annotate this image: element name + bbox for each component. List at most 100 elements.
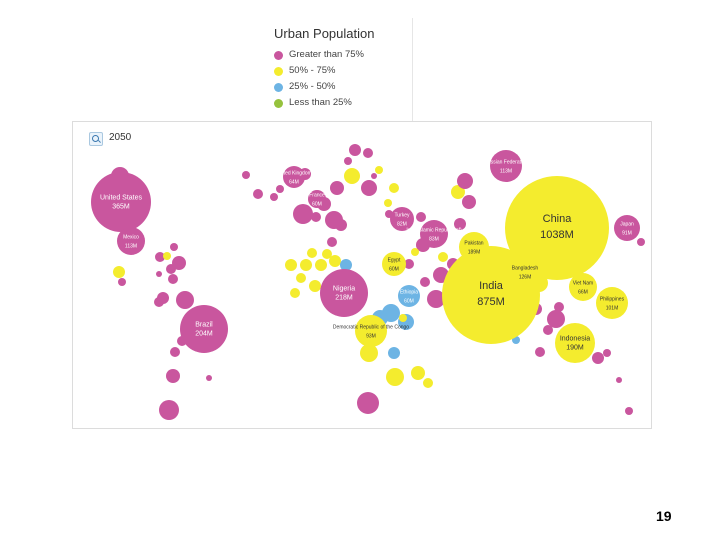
bubble-democratic-republic-of-the-congo[interactable] — [355, 315, 387, 347]
bubble-mexico[interactable] — [117, 227, 145, 255]
country-bubble[interactable] — [309, 280, 321, 292]
label-bangladesh-value: 126M — [519, 275, 532, 281]
country-bubble[interactable] — [547, 310, 565, 328]
bubble-indonesia[interactable] — [555, 323, 595, 363]
bubble-china[interactable] — [505, 176, 609, 280]
country-bubble[interactable] — [113, 266, 125, 278]
country-bubble[interactable] — [118, 278, 126, 286]
country-bubble[interactable] — [386, 368, 404, 386]
country-bubble[interactable] — [535, 347, 545, 357]
country-bubble[interactable] — [285, 259, 297, 271]
country-bubble[interactable] — [296, 273, 306, 283]
country-bubble[interactable] — [462, 195, 476, 209]
country-bubble[interactable] — [330, 181, 344, 195]
legend-label: Less than 25% — [289, 97, 352, 108]
country-bubble[interactable] — [375, 166, 383, 174]
country-bubble[interactable] — [159, 400, 179, 420]
country-bubble[interactable] — [371, 173, 377, 179]
country-bubble[interactable] — [423, 378, 433, 388]
bubble-philippines[interactable] — [596, 287, 628, 319]
label-philippines-name: Philippines — [600, 297, 625, 303]
country-bubble[interactable] — [322, 249, 332, 259]
country-bubble[interactable] — [357, 392, 379, 414]
legend-swatch — [274, 51, 283, 60]
country-bubble[interactable] — [592, 352, 604, 364]
country-bubble[interactable] — [307, 248, 317, 258]
bubble-united-states[interactable] — [91, 172, 151, 232]
country-bubble[interactable] — [163, 252, 171, 260]
country-bubble[interactable] — [166, 369, 180, 383]
country-bubble[interactable] — [616, 377, 622, 383]
bubble-brazil[interactable] — [180, 305, 228, 353]
country-bubble[interactable] — [427, 290, 445, 308]
bubble-bangladesh[interactable] — [509, 256, 541, 288]
year-label: 2050 — [109, 132, 132, 143]
country-bubble[interactable] — [176, 291, 194, 309]
bubble-ethiopia[interactable] — [398, 285, 420, 307]
country-bubble[interactable] — [311, 212, 321, 222]
bubble-france[interactable] — [308, 190, 326, 208]
country-bubble[interactable] — [168, 274, 178, 284]
country-bubble[interactable] — [438, 252, 448, 262]
country-bubble[interactable] — [327, 237, 337, 247]
bubble-japan[interactable] — [614, 215, 640, 241]
country-bubble[interactable] — [411, 248, 419, 256]
country-bubble[interactable] — [543, 325, 553, 335]
country-bubble[interactable] — [242, 171, 250, 179]
bubble-turkey[interactable] — [390, 207, 414, 231]
bubble-nigeria[interactable] — [320, 269, 368, 317]
label-philippines-value: 101M — [606, 306, 619, 312]
country-bubble[interactable] — [290, 288, 300, 298]
label-japan-name: Japan — [620, 222, 634, 228]
country-bubble[interactable] — [363, 148, 373, 158]
country-bubble[interactable] — [411, 366, 425, 380]
country-bubble[interactable] — [454, 218, 466, 230]
zoom-icon[interactable] — [89, 132, 103, 146]
label-viet-nam-name: Viet Nam — [573, 281, 593, 287]
country-bubble[interactable] — [344, 168, 360, 184]
country-bubble[interactable] — [451, 185, 465, 199]
country-bubble[interactable] — [344, 157, 352, 165]
country-bubble[interactable] — [349, 144, 361, 156]
country-bubble[interactable] — [155, 252, 165, 262]
label-nigeria-value: 218M — [335, 295, 353, 302]
country-bubble[interactable] — [361, 180, 377, 196]
country-bubble[interactable] — [293, 204, 313, 224]
country-bubble[interactable] — [603, 349, 611, 357]
label-china-name: China — [543, 213, 573, 225]
country-bubble[interactable] — [170, 347, 180, 357]
bubble-egypt[interactable] — [382, 252, 406, 276]
country-bubble[interactable] — [360, 344, 378, 362]
legend-label: Greater than 75% — [289, 49, 364, 60]
country-bubble[interactable] — [206, 375, 212, 381]
country-bubble[interactable] — [389, 183, 399, 193]
country-bubble[interactable] — [637, 238, 645, 246]
bubble-iran-islamic-republic-of[interactable] — [420, 220, 448, 248]
country-bubble[interactable] — [399, 314, 407, 322]
country-bubble[interactable] — [300, 259, 312, 271]
country-bubble[interactable] — [329, 255, 341, 267]
country-bubble[interactable] — [457, 173, 473, 189]
country-bubble[interactable] — [404, 259, 414, 269]
country-bubble[interactable] — [335, 219, 347, 231]
country-bubble[interactable] — [384, 199, 392, 207]
country-bubble[interactable] — [270, 193, 278, 201]
country-bubble[interactable] — [154, 297, 164, 307]
country-bubble[interactable] — [156, 271, 162, 277]
label-turkey-value: 82M — [397, 222, 407, 228]
bubble-viet-nam[interactable] — [569, 273, 597, 301]
country-bubble[interactable] — [388, 347, 400, 359]
country-bubble[interactable] — [253, 189, 263, 199]
country-bubble[interactable] — [416, 212, 426, 222]
country-bubble[interactable] — [170, 243, 178, 251]
country-bubble[interactable] — [172, 256, 186, 270]
country-bubble[interactable] — [625, 407, 633, 415]
bubble-russian-federation[interactable] — [490, 150, 522, 182]
country-bubble[interactable] — [340, 259, 352, 271]
country-bubble[interactable] — [420, 277, 430, 287]
bubble-united-kingdom[interactable] — [283, 166, 305, 188]
country-bubble[interactable] — [554, 302, 564, 312]
country-bubble[interactable] — [315, 259, 327, 271]
country-bubble[interactable] — [276, 185, 284, 193]
label-iran-islamic-republic-of-value: 83M — [429, 237, 439, 243]
